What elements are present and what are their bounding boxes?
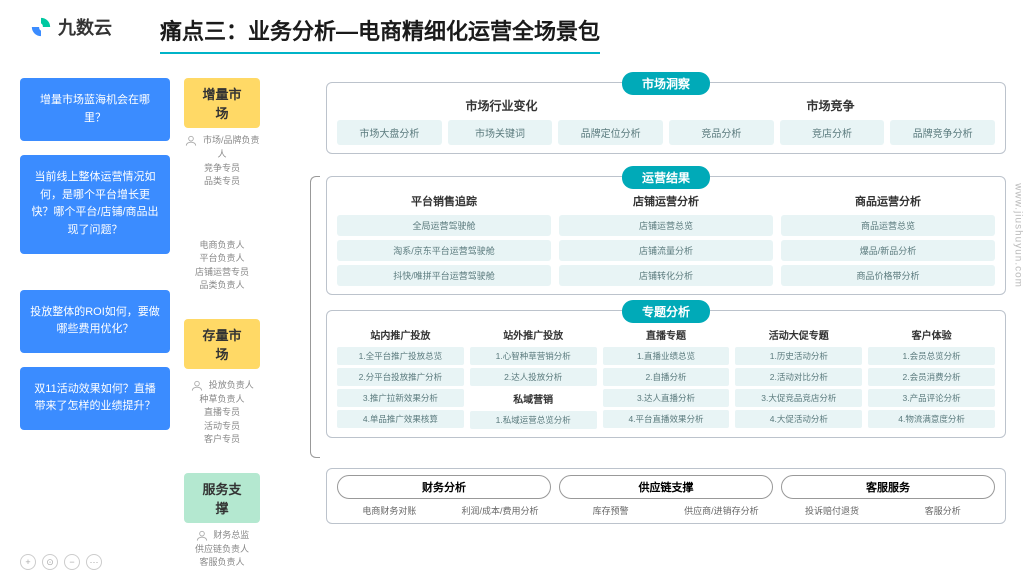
service-item: 投诉赔付退货 (780, 504, 885, 517)
analysis-item: 抖快/唯拼平台运营驾驶舱 (337, 265, 551, 286)
roles-list: 电商负责人平台负责人店铺运营专员品类负责人 (184, 239, 260, 293)
analysis-item: 3.达人直播分析 (603, 389, 730, 407)
panel-badge: 专题分析 (622, 300, 710, 323)
analysis-item: 1.历史活动分析 (735, 347, 862, 365)
analysis-item: 爆品/新品分析 (781, 240, 995, 261)
analysis-item: 3.大促竞品竞店分析 (735, 389, 862, 407)
question-box: 投放整体的ROI如何，要做哪些费用优化？ (20, 290, 170, 353)
column-head: 商品运营分析 (781, 193, 995, 209)
panel-badge: 运营结果 (622, 166, 710, 189)
analysis-pill: 市场大盘分析 (337, 120, 442, 145)
analysis-item: 2.达人投放分析 (470, 368, 597, 386)
segment-tag: 增量市场 (184, 78, 260, 128)
column-head: 站外推广投放 (470, 327, 597, 342)
analysis-pill: 市场关键词 (448, 120, 553, 145)
service-head: 供应链支撑 (559, 475, 773, 499)
panel-badge: 市场洞察 (622, 72, 710, 95)
analysis-item: 商品价格带分析 (781, 265, 995, 286)
analysis-pill: 竞店分析 (780, 120, 885, 145)
segment-tag: 服务支撑 (184, 473, 260, 523)
analysis-item: 全局运营驾驶舱 (337, 215, 551, 236)
panel-service-support: 财务分析供应链支撑客服服务 电商财务对账利润/成本/费用分析库存预警供应商/进销… (326, 468, 1006, 524)
column-head: 活动大促专题 (735, 327, 862, 342)
service-item: 电商财务对账 (337, 504, 442, 517)
brand-logo: 九数云 (30, 14, 112, 40)
zoom-fit-icon[interactable]: ⊙ (42, 554, 58, 570)
panel-topic-analysis: 专题分析 站内推广投放1.全平台推广投放总览2.分平台投放推广分析3.推广拉新效… (326, 310, 1006, 438)
analysis-item: 4.单品推广效果核算 (337, 410, 464, 428)
service-item: 供应商/进销存分析 (669, 504, 774, 517)
analysis-item: 4.大促活动分析 (735, 410, 862, 428)
watermark: www.jiushuyun.com (1013, 183, 1024, 288)
more-icon[interactable]: ⋯ (86, 554, 102, 570)
service-item: 利润/成本/费用分析 (448, 504, 553, 517)
brand-name: 九数云 (58, 14, 112, 40)
analysis-item: 店铺流量分析 (559, 240, 773, 261)
analysis-pill: 竞品分析 (669, 120, 774, 145)
footer-controls: + ⊙ − ⋯ (20, 554, 102, 570)
analysis-item: 3.推广拉新效果分析 (337, 389, 464, 407)
analysis-item: 4.平台直播效果分析 (603, 410, 730, 428)
analysis-pill: 品牌定位分析 (558, 120, 663, 145)
panel-ops-result: 运营结果 平台销售追踪全局运营驾驶舱淘系/京东平台运营驾驶舱抖快/唯拼平台运营驾… (326, 176, 1006, 295)
column-head: 平台销售追踪 (337, 193, 551, 209)
analysis-item: 2.分平台投放推广分析 (337, 368, 464, 386)
segment-column: 增量市场 市场/品牌负责人竞争专员品类专员 电商负责人平台负责人店铺运营专员品类… (184, 78, 260, 570)
analysis-item: 店铺转化分析 (559, 265, 773, 286)
question-sidebar: 增量市场蓝海机会在哪里？ 当前线上整体运营情况如何，是哪个平台增长更快？哪个平台… (20, 78, 170, 430)
question-box: 双11活动效果如何？直播带来了怎样的业绩提升？ (20, 367, 170, 430)
person-icon (190, 379, 204, 393)
analysis-item: 2.自播分析 (603, 368, 730, 386)
analysis-item: 1.私域运营总览分析 (470, 411, 597, 429)
column-head: 直播专题 (603, 327, 730, 342)
zoom-in-icon[interactable]: + (20, 554, 36, 570)
analysis-item: 2.会员消费分析 (868, 368, 995, 386)
zoom-out-icon[interactable]: − (64, 554, 80, 570)
bracket-icon (310, 176, 320, 458)
roles-list: 财务总监供应链负责人客服负责人 (184, 529, 260, 570)
section-head: 市场行业变化 (337, 97, 666, 114)
roles-list: 投放负责人种草负责人直播专员活动专员客户专员 (184, 379, 260, 447)
question-box: 增量市场蓝海机会在哪里？ (20, 78, 170, 141)
roles-list: 市场/品牌负责人竞争专员品类专员 (184, 134, 260, 189)
page-title: 痛点三：业务分析—电商精细化运营全场景包 (160, 14, 600, 54)
person-icon (195, 529, 209, 543)
analysis-item: 1.会员总览分析 (868, 347, 995, 365)
analysis-pill: 品牌竞争分析 (890, 120, 995, 145)
analysis-item: 2.活动对比分析 (735, 368, 862, 386)
analysis-item: 1.直播业绩总览 (603, 347, 730, 365)
column-head: 站内推广投放 (337, 327, 464, 342)
analysis-item: 1.心智种草营销分析 (470, 347, 597, 365)
analysis-item: 3.产品评论分析 (868, 389, 995, 407)
service-item: 客服分析 (890, 504, 995, 517)
analysis-item: 店铺运营总览 (559, 215, 773, 236)
analysis-item: 商品运营总览 (781, 215, 995, 236)
segment-tag: 存量市场 (184, 319, 260, 369)
service-head: 客服服务 (781, 475, 995, 499)
person-icon (184, 134, 198, 148)
analysis-item: 淘系/京东平台运营驾驶舱 (337, 240, 551, 261)
service-head: 财务分析 (337, 475, 551, 499)
logo-icon (30, 16, 52, 38)
column-head: 店铺运营分析 (559, 193, 773, 209)
analysis-item: 4.物流满意度分析 (868, 410, 995, 428)
service-item: 库存预警 (558, 504, 663, 517)
column-head: 客户体验 (868, 327, 995, 342)
panel-market-insight: 市场洞察 市场行业变化 市场竞争 市场大盘分析市场关键词品牌定位分析竞品分析竞店… (326, 82, 1006, 154)
question-box: 当前线上整体运营情况如何，是哪个平台增长更快？哪个平台/店铺/商品出现了问题？ (20, 155, 170, 253)
section-head: 市场竞争 (666, 97, 995, 114)
analysis-item: 1.全平台推广投放总览 (337, 347, 464, 365)
column-subhead: 私域营销 (470, 391, 597, 406)
